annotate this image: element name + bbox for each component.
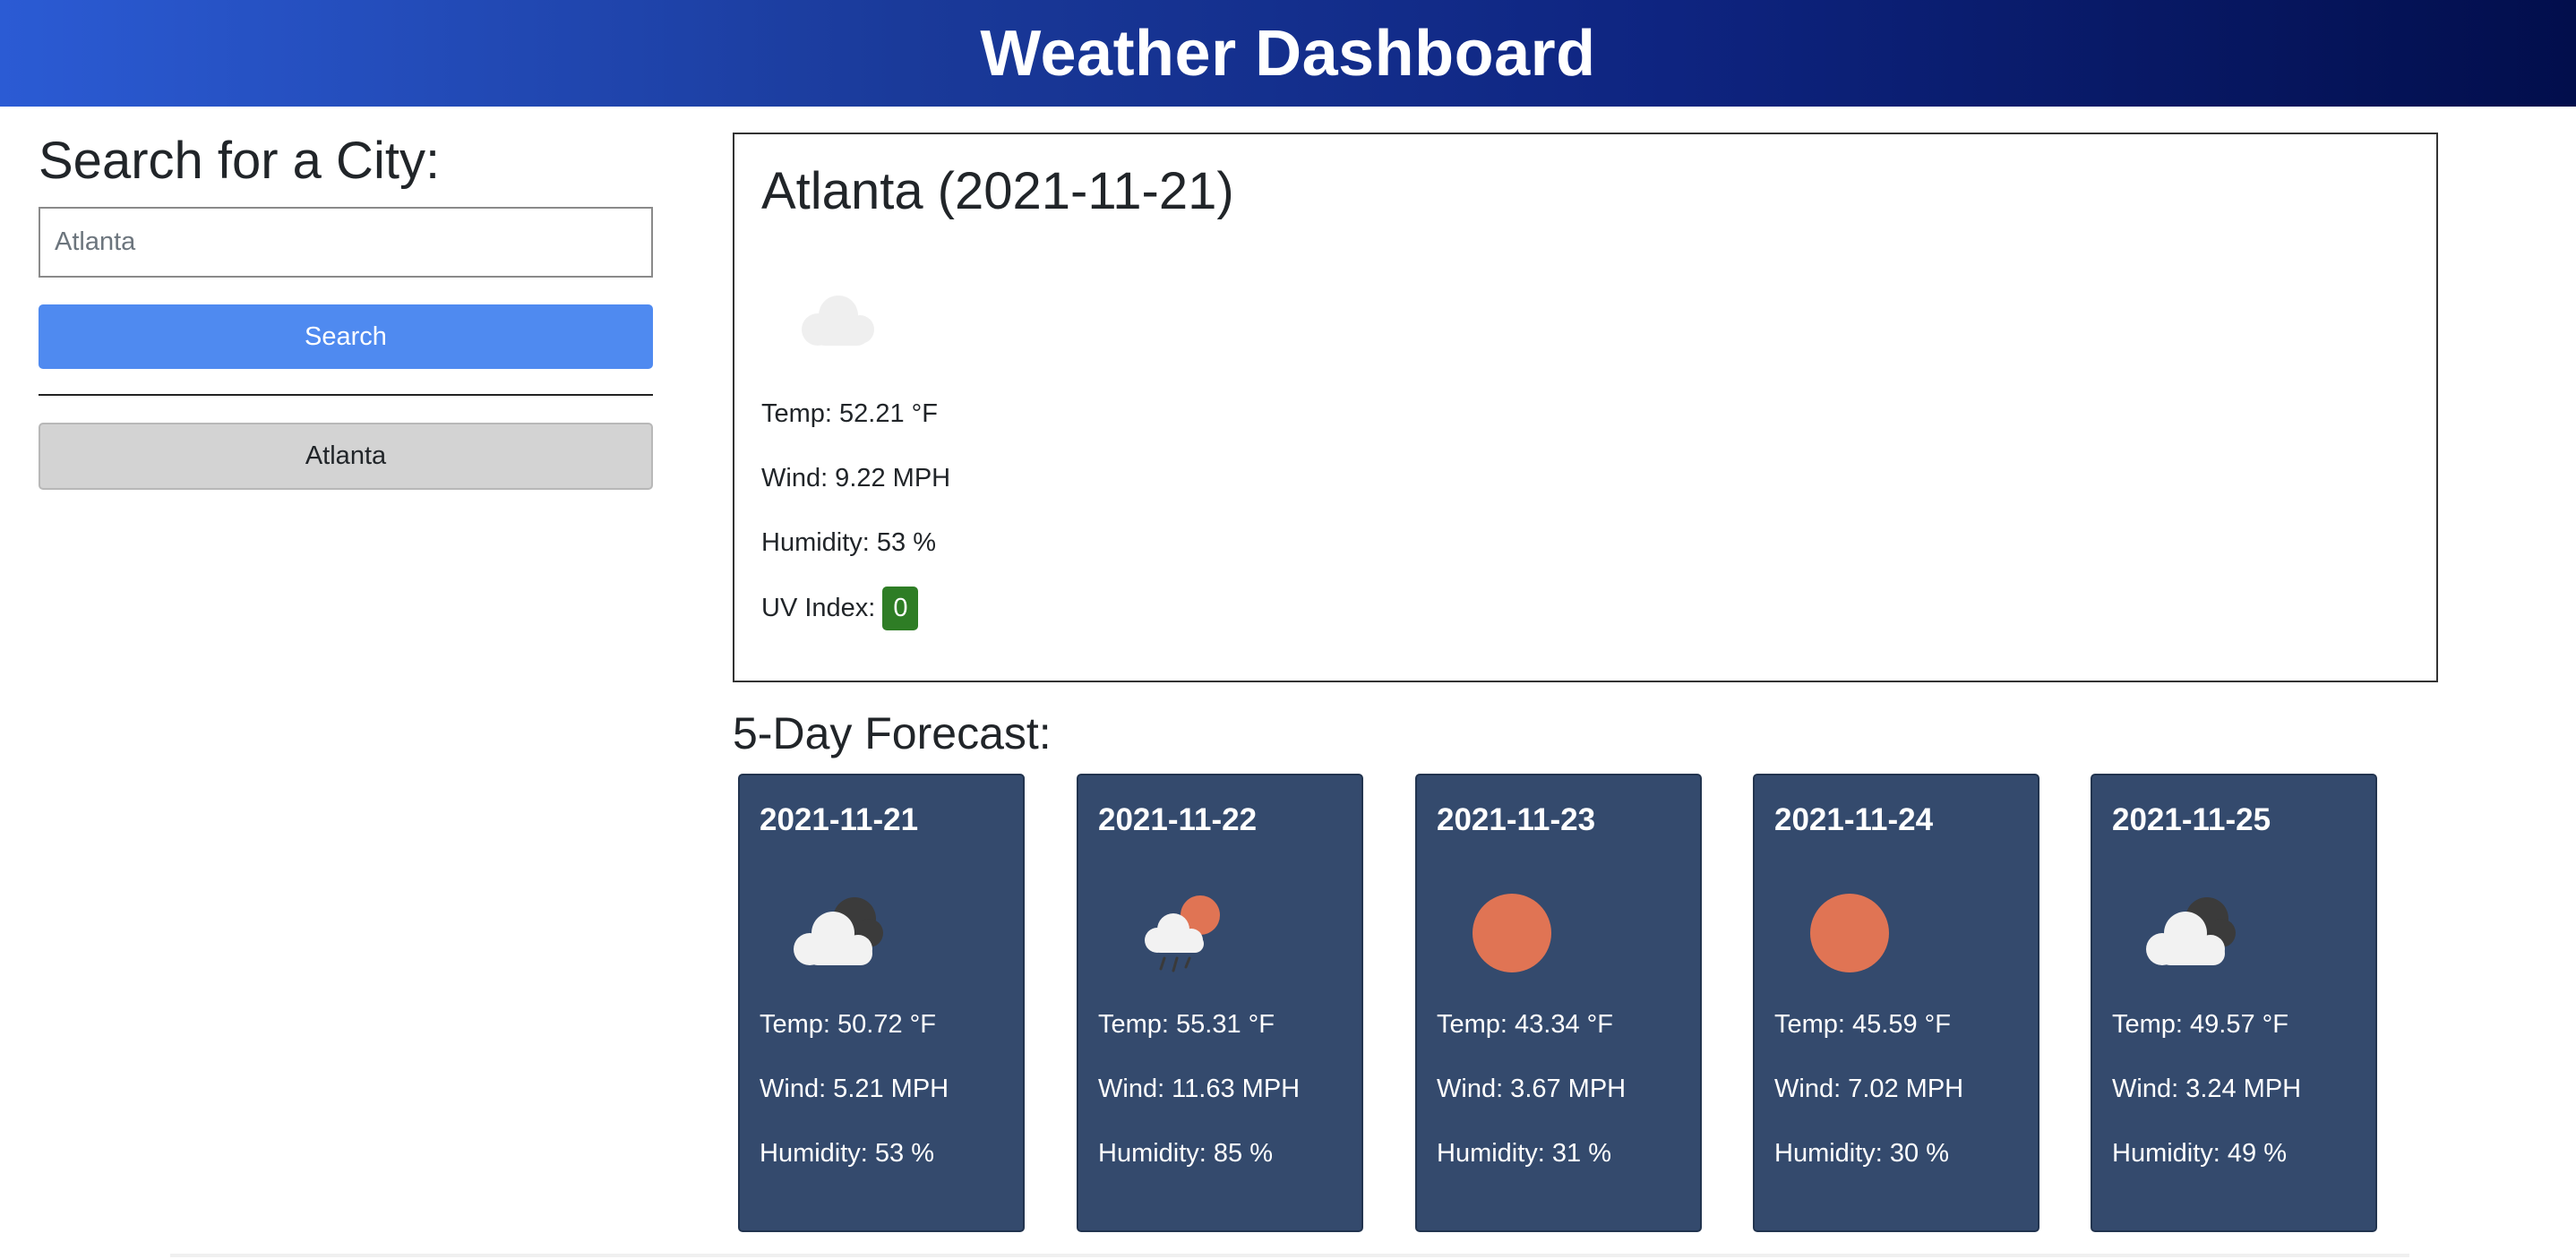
forecast-wind: Wind: 7.02 MPH bbox=[1774, 1075, 1964, 1103]
forecast-card: 2021-11-25 Temp: 49.57 °F Wind: 3.24 MPH… bbox=[2091, 774, 2377, 1232]
forecast-humidity: Humidity: 31 % bbox=[1437, 1139, 1612, 1168]
divider bbox=[39, 394, 653, 396]
forecast-date: 2021-11-23 bbox=[1437, 802, 1596, 837]
current-humidity: Humidity: 53 % bbox=[761, 528, 937, 557]
forecast-heading: 5-Day Forecast: bbox=[733, 708, 1052, 758]
history-button-atlanta[interactable]: Atlanta bbox=[39, 423, 653, 490]
forecast-temp: Temp: 49.57 °F bbox=[2112, 1010, 2288, 1039]
cloud-night-icon bbox=[794, 897, 883, 965]
forecast-temp: Temp: 55.31 °F bbox=[1098, 1010, 1275, 1039]
forecast-card: 2021-11-23 Temp: 43.34 °F Wind: 3.67 MPH… bbox=[1415, 774, 1702, 1232]
header: Weather Dashboard bbox=[0, 0, 2576, 107]
forecast-card: 2021-11-22 Temp: 55.31 °F Wind: 11.63 MP… bbox=[1077, 774, 1363, 1232]
forecast-card: 2021-11-21 Temp: 50.72 °F Wind: 5.21 MPH… bbox=[738, 774, 1025, 1232]
forecast-card: 2021-11-24 Temp: 45.59 °F Wind: 7.02 MPH… bbox=[1753, 774, 2039, 1232]
uv-index-badge: 0 bbox=[882, 587, 919, 630]
footer-divider bbox=[170, 1254, 2409, 1257]
forecast-humidity: Humidity: 85 % bbox=[1098, 1139, 1274, 1168]
forecast-temp: Temp: 43.34 °F bbox=[1437, 1010, 1613, 1039]
forecast-wind: Wind: 11.63 MPH bbox=[1098, 1075, 1301, 1103]
current-weather-title: Atlanta (2021-11-21) bbox=[761, 162, 1234, 220]
cloud-icon bbox=[802, 295, 874, 346]
rain-sun-icon bbox=[1145, 895, 1220, 972]
forecast-date: 2021-11-22 bbox=[1098, 802, 1258, 837]
forecast-temp: Temp: 45.59 °F bbox=[1774, 1010, 1951, 1039]
cloud-night-icon bbox=[2146, 897, 2236, 965]
forecast-wind: Wind: 3.67 MPH bbox=[1437, 1075, 1627, 1103]
uv-index-row: UV Index: 0 bbox=[761, 587, 919, 630]
sun-icon bbox=[1473, 894, 1551, 972]
page-title: Weather Dashboard bbox=[980, 17, 1596, 90]
search-button[interactable]: Search bbox=[39, 304, 653, 369]
current-wind: Wind: 9.22 MPH bbox=[761, 464, 951, 492]
forecast-humidity: Humidity: 30 % bbox=[1774, 1139, 1950, 1168]
sun-icon bbox=[1810, 894, 1889, 972]
search-heading: Search for a City: bbox=[39, 132, 441, 190]
forecast-wind: Wind: 5.21 MPH bbox=[760, 1075, 949, 1103]
city-search-input[interactable] bbox=[39, 207, 653, 278]
forecast-date: 2021-11-24 bbox=[1774, 802, 1934, 837]
current-weather-panel: Atlanta (2021-11-21) Temp: 52.21 °F Wind… bbox=[733, 133, 2438, 682]
forecast-date: 2021-11-25 bbox=[2112, 802, 2271, 837]
forecast-temp: Temp: 50.72 °F bbox=[760, 1010, 936, 1039]
forecast-wind: Wind: 3.24 MPH bbox=[2112, 1075, 2302, 1103]
uv-index-label: UV Index: bbox=[761, 594, 876, 622]
forecast-humidity: Humidity: 49 % bbox=[2112, 1139, 2288, 1168]
forecast-humidity: Humidity: 53 % bbox=[760, 1139, 935, 1168]
current-temp: Temp: 52.21 °F bbox=[761, 399, 938, 428]
forecast-date: 2021-11-21 bbox=[760, 802, 919, 837]
